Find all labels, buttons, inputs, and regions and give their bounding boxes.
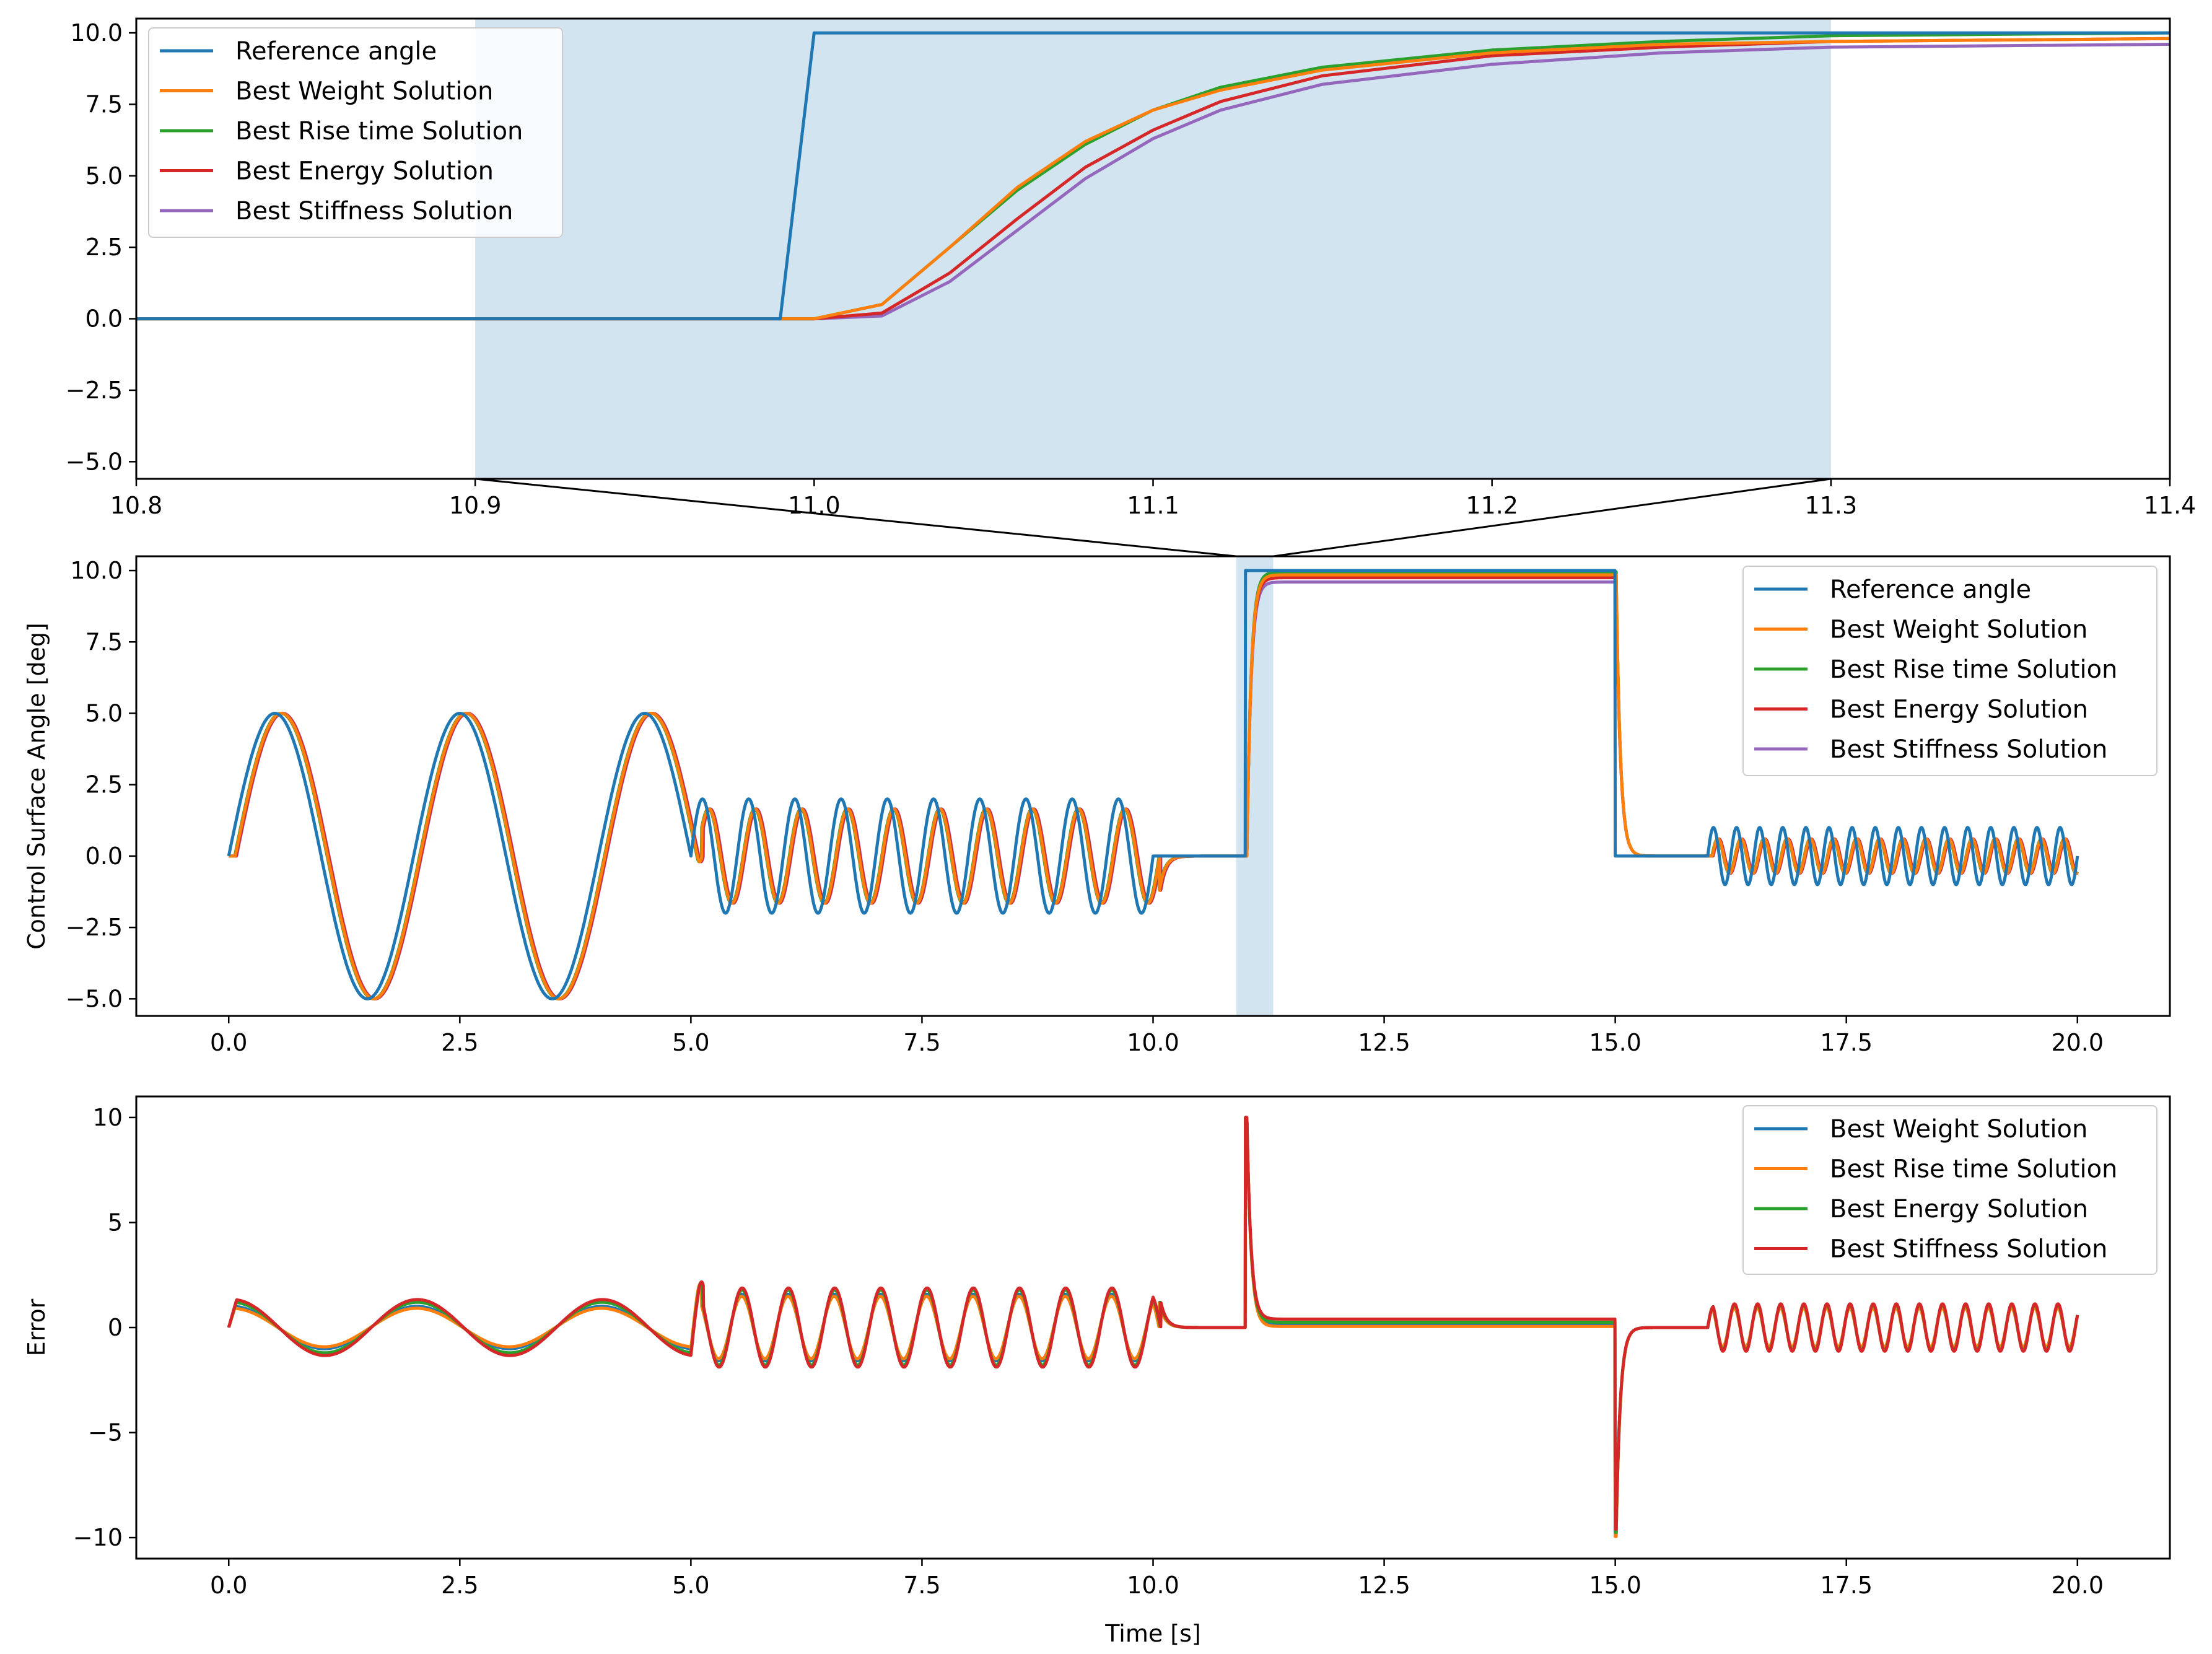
zoom-shaded-region: [475, 19, 1831, 479]
x-tick-label: 20.0: [2051, 1572, 2104, 1599]
series-line: [136, 37, 2170, 321]
legend-label: Best Rise time Solution: [1830, 655, 2117, 684]
zoom-series-lines: [136, 31, 2170, 321]
x-tick-label: 17.5: [1820, 1029, 1873, 1056]
y-tick-label: −5.0: [66, 985, 123, 1012]
legend-label: Best Energy Solution: [1830, 696, 2088, 724]
legend-label: Best Rise time Solution: [235, 117, 523, 146]
y-tick-label: 7.5: [85, 628, 123, 655]
legend-box: [1742, 566, 2157, 776]
y-tick-label: 10.0: [70, 19, 123, 46]
x-tick-label: 10.0: [1127, 1029, 1179, 1056]
x-tick-label: 7.5: [903, 1029, 940, 1056]
y-tick-label: 0: [108, 1314, 123, 1341]
shaded-span: [475, 19, 1831, 479]
legend-box: [1742, 1105, 2157, 1275]
zoom-connector-lines: [475, 478, 1832, 558]
y-tick-label: 10: [93, 1104, 123, 1131]
legend-box: [148, 27, 563, 238]
x-tick-label: 2.5: [441, 1572, 478, 1599]
angle-legend: Reference angle Best Weight Solution Best …: [1742, 566, 2157, 776]
series-line: [136, 37, 2170, 321]
legend-label: Best Energy Solution: [1830, 1195, 2088, 1223]
zoom-axes-frame: [135, 17, 2171, 480]
legend-label: Best Weight Solution: [1830, 616, 2087, 644]
error-axes-frame: [135, 1095, 2171, 1560]
y-tick-label: 5.0: [85, 162, 123, 190]
x-tick-label: 12.5: [1358, 1572, 1410, 1599]
error-y-axis-label: Error: [23, 1298, 50, 1356]
x-tick-label: 2.5: [441, 1029, 478, 1056]
series-line: [227, 1116, 2079, 1531]
x-tick-label: 15.0: [1589, 1029, 1642, 1056]
x-tick-label: 17.5: [1820, 1572, 1873, 1599]
legend-label: Best Weight Solution: [1830, 1115, 2087, 1144]
y-tick-label: 0.0: [85, 305, 123, 333]
error-legend: Best Weight Solution Best Rise time Solut…: [1742, 1105, 2157, 1275]
legend-label: Reference angle: [235, 37, 437, 66]
angle-y-axis-label: Control Surface Angle [deg]: [23, 623, 50, 950]
x-tick-label: 11.1: [1127, 492, 1179, 519]
series-line: [136, 31, 2170, 321]
legend-label: Best Stiffness Solution: [1830, 1235, 2107, 1264]
legend-label: Best Energy Solution: [235, 157, 494, 186]
x-tick-label: 10.9: [449, 492, 502, 519]
x-tick-label: 11.3: [1805, 492, 1858, 519]
x-tick-label: 5.0: [672, 1029, 709, 1056]
y-tick-label: −5: [88, 1419, 123, 1446]
y-tick-label: −10: [73, 1524, 123, 1551]
y-tick-label: 5.0: [85, 699, 123, 727]
y-tick-label: −2.5: [66, 377, 123, 404]
x-tick-label: 5.0: [672, 1572, 709, 1599]
x-tick-label: 0.0: [210, 1572, 247, 1599]
x-tick-label: 10.8: [110, 492, 163, 519]
y-tick-label: 5: [108, 1209, 123, 1236]
legend-label: Best Stiffness Solution: [235, 197, 513, 225]
series-line: [136, 43, 2170, 321]
legend-label: Reference angle: [1830, 575, 2031, 604]
x-tick-label: 20.0: [2051, 1029, 2104, 1056]
zoom-legend: Reference angle Best Weight Solution Best …: [148, 27, 563, 238]
error-series-lines: [227, 1116, 2079, 1538]
y-tick-label: 0.0: [85, 842, 123, 870]
error-x-axis-label: Time [s]: [1104, 1620, 1201, 1647]
x-tick-label: 15.0: [1589, 1572, 1642, 1599]
legend-label: Best Weight Solution: [235, 77, 493, 106]
x-tick-label: 11.4: [2144, 492, 2197, 519]
y-tick-label: −5.0: [66, 448, 123, 475]
y-tick-label: −2.5: [66, 914, 123, 941]
y-tick-label: 2.5: [85, 234, 123, 261]
y-tick-label: 7.5: [85, 90, 123, 118]
angle-axis-ticks: 0.0 2.5 5.0 7.5 10.0 12.5 15.0 17.5 20.0 10.0 7.5 5…: [66, 557, 2104, 1056]
y-tick-label: 2.5: [85, 771, 123, 799]
x-tick-label: 11.2: [1466, 492, 1518, 519]
error-axis-ticks: 0.0 2.5 5.0 7.5 10.0 12.5 15.0 17.5 20.0 10 5 0 −5 −1…: [73, 1104, 2104, 1599]
x-tick-label: 0.0: [210, 1029, 247, 1056]
x-tick-label: 12.5: [1358, 1029, 1410, 1056]
legend-label: Best Stiffness Solution: [1830, 735, 2107, 764]
angle-panel: 0.0 2.5 5.0 7.5 10.0 12.5 15.0 17.5 20.0 10.0 7.5 5…: [23, 555, 2171, 1056]
x-tick-label: 7.5: [903, 1572, 940, 1599]
x-tick-label: 10.0: [1127, 1572, 1179, 1599]
legend-label: Best Rise time Solution: [1830, 1155, 2117, 1184]
y-tick-label: 10.0: [70, 557, 123, 584]
error-panel: 0.0 2.5 5.0 7.5 10.0 12.5 15.0 17.5 20.0 10 5 0 −5 −1…: [23, 1095, 2171, 1647]
series-line: [227, 569, 2079, 1000]
connector-line: [475, 478, 1236, 558]
connector-line: [1273, 478, 1832, 558]
angle-axes-frame: [135, 555, 2171, 1017]
angle-series-lines: [227, 569, 2079, 1000]
series-line: [227, 573, 2079, 1000]
